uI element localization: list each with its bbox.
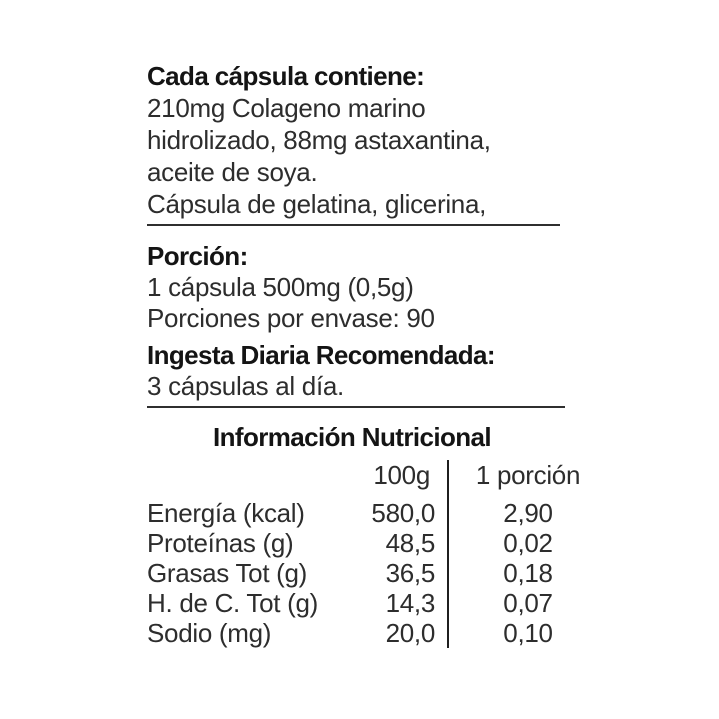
capsule-ingredients-line: Cápsula de gelatina, glicerina,: [147, 189, 487, 219]
divider-line-top: [147, 224, 560, 226]
portion-section: Porción: 1 cápsula 500mg (0,5g) Porcione…: [147, 241, 496, 402]
serving-size-text: 1 cápsula 500mg (0,5g): [147, 272, 414, 302]
nutrient-per-serving-grasas: 0,18: [447, 558, 607, 588]
nutrient-label-sodio: Sodio (mg): [147, 618, 272, 648]
nutrition-title: Información Nutricional: [212, 422, 492, 452]
composition-section: Cada cápsula contiene: 210mg Colageno ma…: [147, 60, 491, 220]
portion-heading: Porción:: [147, 241, 248, 271]
nutrient-per-serving-sodio: 0,10: [447, 618, 607, 648]
divider-line-bottom: [147, 406, 565, 408]
nutrient-label-proteinas: Proteínas (g): [147, 528, 294, 558]
nutrient-label-energia: Energía (kcal): [147, 498, 305, 528]
daily-intake-value: 3 cápsulas al día.: [147, 371, 344, 401]
nutrient-per-100g-grasas: 36,5: [385, 558, 436, 588]
nutrient-label-grasas: Grasas Tot (g): [147, 558, 308, 588]
column-header-per-100g: 100g: [373, 460, 430, 490]
nutrient-per-100g-proteinas: 48,5: [385, 528, 436, 558]
nutrient-per-100g-sodio: 20,0: [385, 618, 436, 648]
nutrition-facts-section: Información Nutricional 100g 1 porción E…: [147, 422, 612, 648]
nutrient-per-serving-proteinas: 0,02: [447, 528, 607, 558]
nutrient-label-carbohidratos: H. de C. Tot (g): [147, 588, 319, 618]
composition-line-1: 210mg Colageno marino: [147, 93, 426, 123]
servings-per-container-text: Porciones por envase: 90: [147, 303, 435, 333]
nutrient-per-serving-carbohidratos: 0,07: [447, 588, 607, 618]
column-header-per-serving: 1 porción: [447, 460, 607, 498]
column-header-nutrient: [147, 460, 367, 498]
daily-intake-heading: Ingesta Diaria Recomendada:: [147, 340, 496, 370]
composition-line-2: hidrolizado, 88mg astaxantina,: [147, 125, 491, 155]
composition-line-3: aceite de soya.: [147, 157, 318, 187]
nutrient-per-serving-energia: 2,90: [447, 498, 607, 528]
nutrition-table: 100g 1 porción Energía (kcal) 580,0 2,90…: [147, 460, 612, 648]
composition-heading: Cada cápsula contiene:: [147, 61, 425, 91]
nutrient-per-100g-carbohidratos: 14,3: [385, 588, 436, 618]
nutrient-per-100g-energia: 580,0: [371, 498, 435, 528]
